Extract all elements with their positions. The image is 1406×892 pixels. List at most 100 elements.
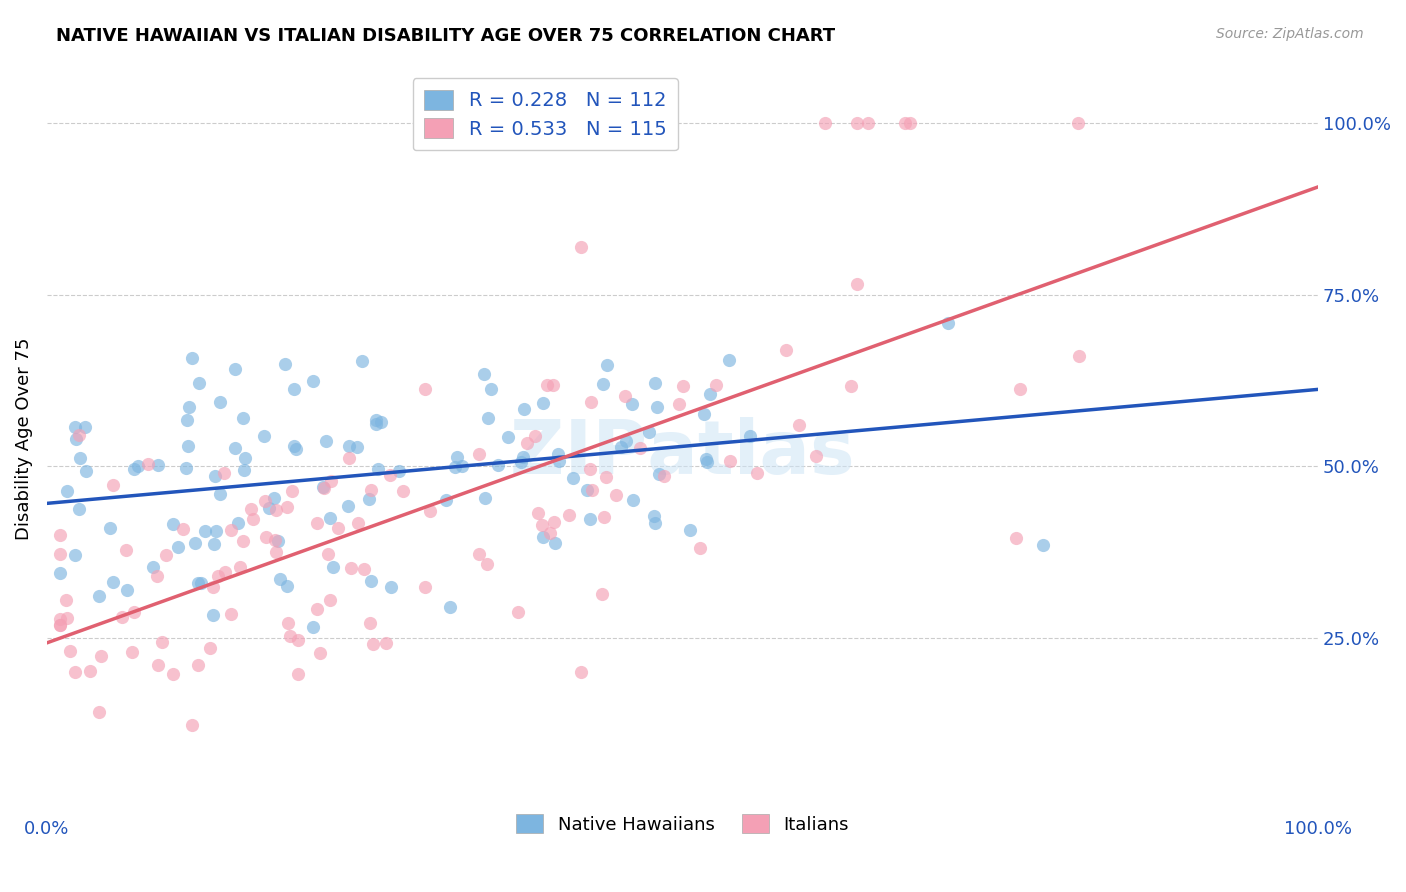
Point [547,447,569,461]
Point [364,417,387,431]
Point [181,351,204,365]
Point [1067,349,1090,363]
Point [531,518,554,533]
Point [359,615,381,630]
Point [595,470,617,484]
Point [309,646,332,660]
Point [610,440,633,454]
Text: NATIVE HAWAIIAN VS ITALIAN DISABILITY AGE OVER 75 CORRELATION CHART: NATIVE HAWAIIAN VS ITALIAN DISABILITY AG… [56,27,835,45]
Point [558,508,581,522]
Point [1067,116,1090,130]
Point [638,425,661,440]
Point [579,395,602,409]
Point [616,434,638,448]
Point [55,593,77,607]
Point [513,401,536,416]
Point [337,450,360,465]
Point [312,481,335,495]
Point [172,522,194,536]
Point [357,492,380,507]
Point [472,367,495,381]
Point [202,537,225,551]
Point [315,434,337,449]
Point [48,617,70,632]
Point [592,376,614,391]
Point [266,533,288,548]
Point [340,560,363,574]
Point [679,523,702,537]
Point [263,533,285,547]
Point [48,617,70,632]
Point [111,609,134,624]
Point [578,462,600,476]
Point [547,454,569,468]
Point [274,358,297,372]
Point [276,579,298,593]
Point [543,378,565,392]
Point [380,580,402,594]
Point [187,658,209,673]
Point [155,548,177,562]
Point [845,116,868,130]
Point [496,430,519,444]
Point [360,574,382,588]
Point [103,478,125,492]
Point [48,527,70,541]
Point [538,525,561,540]
Point [591,587,613,601]
Point [804,450,827,464]
Point [177,439,200,453]
Point [569,665,592,679]
Point [48,612,70,626]
Point [65,432,87,446]
Point [48,566,70,581]
Point [67,501,90,516]
Point [127,458,149,473]
Point [839,379,862,393]
Point [301,619,323,633]
Point [605,488,627,502]
Point [188,376,211,390]
Point [283,382,305,396]
Point [439,599,461,614]
Point [87,589,110,603]
Point [693,407,716,421]
Point [858,116,880,130]
Point [142,559,165,574]
Point [264,545,287,559]
Point [704,378,727,392]
Point [536,377,558,392]
Point [115,543,138,558]
Point [576,483,599,498]
Point [326,521,349,535]
Point [162,666,184,681]
Point [98,521,121,535]
Point [668,397,690,411]
Point [644,516,666,531]
Point [233,463,256,477]
Point [419,504,441,518]
Point [443,459,465,474]
Point [239,502,262,516]
Point [56,611,79,625]
Point [48,547,70,561]
Point [413,580,436,594]
Point [187,575,209,590]
Point [208,487,231,501]
Point [645,400,668,414]
Point [451,458,474,473]
Point [319,474,342,488]
Point [360,483,382,497]
Point [242,512,264,526]
Point [150,634,173,648]
Point [350,354,373,368]
Point [512,450,534,464]
Point [287,667,309,681]
Point [527,506,550,520]
Point [316,547,339,561]
Point [846,277,869,291]
Point [322,560,344,574]
Point [214,565,236,579]
Point [446,450,468,464]
Point [814,116,837,130]
